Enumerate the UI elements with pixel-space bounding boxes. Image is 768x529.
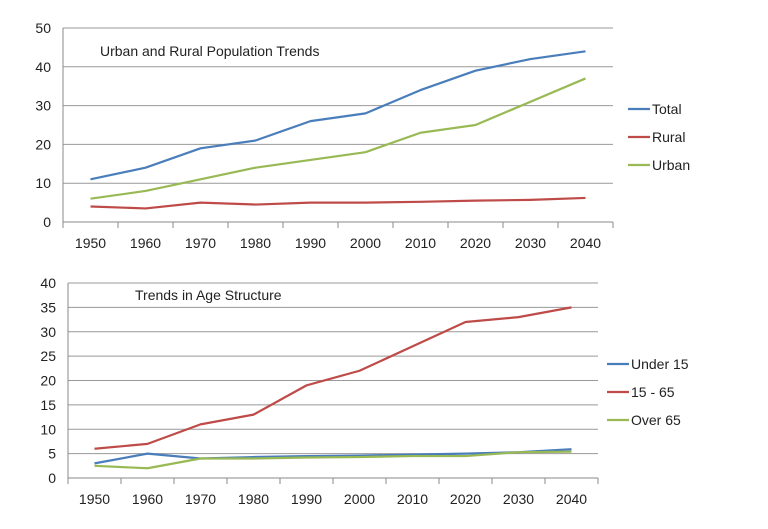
x-tick-label: 1990 [291, 491, 322, 507]
x-tick-label: 1950 [79, 491, 110, 507]
legend-label: Under 15 [631, 356, 689, 372]
x-tick-label: 1950 [75, 235, 106, 251]
x-tick-label: 2030 [515, 235, 546, 251]
x-tick-label: 2020 [450, 491, 481, 507]
x-tick-label: 2000 [350, 235, 381, 251]
y-tick-label: 20 [35, 136, 51, 152]
x-tick-label: 2000 [344, 491, 375, 507]
x-tick-label: 1990 [295, 235, 326, 251]
legend-label: Rural [652, 129, 685, 145]
chart-title: Trends in Age Structure [135, 287, 282, 303]
x-tick-label: 1970 [185, 491, 216, 507]
y-tick-label: 0 [48, 470, 56, 486]
y-tick-label: 30 [40, 324, 56, 340]
x-tick-label: 2010 [405, 235, 436, 251]
series-line-15-65 [95, 307, 572, 448]
series-line-urban [91, 78, 586, 198]
y-tick-label: 15 [40, 397, 56, 413]
x-tick-label: 1970 [185, 235, 216, 251]
legend-label: Total [652, 101, 682, 117]
y-tick-label: 50 [35, 20, 51, 36]
y-tick-label: 5 [48, 446, 56, 462]
x-tick-label: 2020 [460, 235, 491, 251]
y-tick-label: 25 [40, 348, 56, 364]
chart-2: 0 5 10 15 20 25 30 35 40 1950 1960 1970 1980 1990 2000… [40, 275, 688, 507]
series-line-over-65 [95, 452, 572, 469]
x-tick-label: 2040 [570, 235, 601, 251]
legend-label: 15 - 65 [631, 384, 675, 400]
series-line-rural [91, 198, 586, 208]
y-tick-label: 10 [35, 175, 51, 191]
x-tick-label: 2030 [503, 491, 534, 507]
chart-title: Urban and Rural Population Trends [100, 43, 319, 59]
x-tick-label: 2010 [397, 491, 428, 507]
y-tick-label: 30 [35, 98, 51, 114]
x-tick-label: 2040 [556, 491, 587, 507]
y-tick-label: 20 [40, 373, 56, 389]
x-tick-label: 1960 [130, 235, 161, 251]
legend-label: Over 65 [631, 412, 681, 428]
x-tick-label: 1980 [240, 235, 271, 251]
x-tick-label: 1980 [238, 491, 269, 507]
y-tick-label: 0 [43, 214, 51, 230]
y-tick-label: 40 [40, 275, 56, 291]
series-line-total [91, 51, 586, 179]
x-tick-label: 1960 [132, 491, 163, 507]
y-tick-label: 40 [35, 59, 51, 75]
y-tick-label: 10 [40, 421, 56, 437]
legend-label: Urban [652, 157, 690, 173]
y-tick-label: 35 [40, 299, 56, 315]
